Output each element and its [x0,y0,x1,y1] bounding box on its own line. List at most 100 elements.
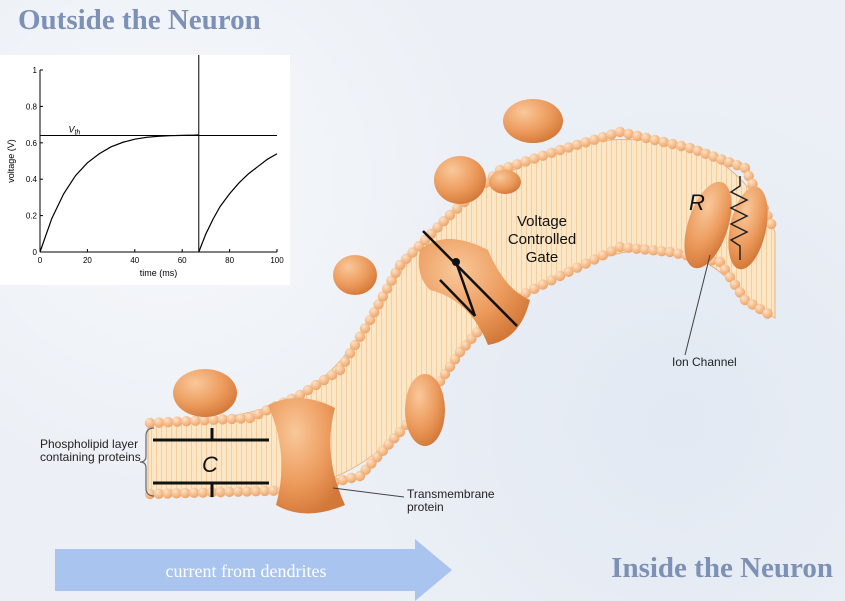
lipid-head [614,241,626,253]
lipid-head [451,203,463,214]
current-arrow-label: current from dendrites [165,561,327,581]
capacitor-label: C [202,452,218,477]
lipid-head [326,369,338,381]
resistor-label: R [689,190,705,215]
lipid-head [724,272,736,283]
lipid-head [199,415,210,426]
lipid-head [144,488,156,500]
lipid-head [153,488,165,499]
lipid-head [632,130,643,142]
lipid-head [217,414,228,425]
gate-label-line: Gate [525,249,559,266]
lipid-head [369,306,380,318]
chart-x-label: time (ms) [140,268,178,278]
lipid-head [294,389,306,401]
lipid-head [692,145,704,157]
chart-x-tick-label: 80 [225,256,234,265]
lipid-head [676,140,687,152]
lipid-head [589,134,600,145]
lipid-head [580,137,591,148]
lipid-head [731,159,743,171]
chart-y-tick-label: 0.8 [26,102,38,111]
lipid-head [563,266,574,278]
lipid-head [444,361,456,372]
chart-series-line [39,134,199,253]
lipid-head [153,417,165,428]
lipid-head [729,279,741,290]
lipid-head [334,364,346,376]
lipid-head [233,486,244,497]
protein-bump [489,170,521,194]
lipid-head [449,354,461,365]
lipid-head [226,413,238,425]
lipid-head [520,156,531,167]
lipid-head [546,147,557,159]
ion-channel-label: Ion Channel [672,355,737,369]
lipid-head [520,287,531,299]
lipid-head [359,323,371,334]
lipid-head [754,303,766,315]
lipid-head [208,414,219,426]
lipid-head [171,488,182,499]
membrane-proteins [173,99,768,514]
lipid-head [667,138,678,150]
transmembrane-protein [268,398,345,514]
ion-channel-leader [684,254,711,356]
lipid-head [364,314,376,326]
lipid-head [714,256,726,268]
lipid-head [197,487,209,498]
lipid-head [503,161,514,173]
lipid-head [181,415,192,427]
lipid-head [641,132,652,144]
lipid-head [719,264,731,275]
chart-y-label: voltage (V) [6,139,16,183]
chart-y-tick-label: 0.2 [26,212,38,221]
lipid-head [766,218,777,230]
lipid-head [162,416,174,428]
lipid-head [589,254,600,265]
lipid-head [673,248,684,259]
lipid-head [253,408,264,420]
lipid-head [511,159,523,170]
lipid-head [700,148,711,159]
protein-bump [173,369,237,417]
lipid-head [656,245,667,257]
lipid-head [571,262,583,273]
lipid-head [734,287,746,298]
lipid-head [747,178,758,190]
lipid-head [444,209,456,221]
lipid-head [639,244,651,255]
lipid-head [381,283,393,294]
gate-protein [418,239,530,345]
lipid-head [344,348,356,359]
lipid-head [190,415,201,426]
lipid-head [684,142,696,154]
capacitor-symbol [153,428,269,497]
gate-label-line: Voltage [516,213,568,230]
lipid-head [188,487,200,499]
chart-threshold-label: Vth [68,125,80,137]
lipid-head [162,488,173,499]
protein-bump [333,255,377,295]
lipid-head [597,250,609,261]
lipid-head [302,384,314,396]
current-arrow [55,539,452,601]
lipid-head [554,144,566,156]
chart-x-tick-label: 20 [83,256,92,265]
lipid-head [537,279,549,290]
voltage-gate-label: Voltage Controlled Gate [492,213,592,267]
lipid-head [373,299,384,310]
lipid-head [571,139,583,151]
chart-x-tick-label: 0 [38,256,43,265]
gate-symbol [422,230,518,327]
lipid-head [339,356,351,367]
lipid-head [241,486,253,497]
lipid-head [648,245,659,256]
phospholipid-label: Phospholipid layer containing proteins [40,437,141,464]
lipid-head [268,485,279,496]
lipid-head [235,413,247,424]
lipid-head [563,142,574,153]
lipid-head [708,151,719,162]
lipid-head [144,417,156,429]
